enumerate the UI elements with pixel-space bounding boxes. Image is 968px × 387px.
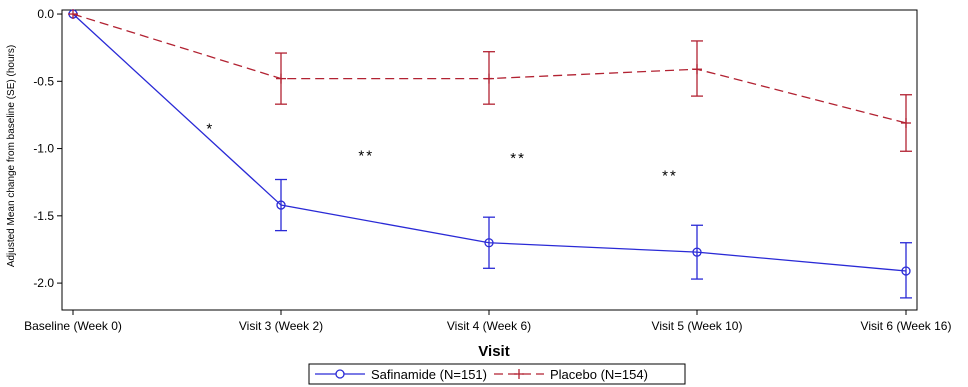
- legend-marker: [335, 369, 345, 379]
- data-point: [901, 118, 911, 129]
- x-tick-label: Visit 6 (Week 16): [861, 319, 952, 333]
- x-tick-label: Visit 4 (Week 6): [447, 319, 531, 333]
- data-point: [484, 73, 494, 84]
- significance-marker: **: [662, 167, 678, 184]
- legend-item: Safinamide (N=151): [315, 367, 487, 382]
- significance-marker: **: [510, 150, 526, 167]
- x-tick-label: Visit 5 (Week 10): [652, 319, 743, 333]
- y-tick-label: -2.0: [33, 276, 54, 290]
- data-point: [276, 200, 286, 210]
- series-safinamide: [68, 9, 912, 299]
- legend-label: Safinamide (N=151): [371, 367, 487, 382]
- data-point: [484, 238, 494, 248]
- significance-marker: *: [206, 120, 214, 137]
- significance-marker: **: [358, 147, 374, 164]
- y-tick-label: -1.5: [33, 209, 54, 223]
- y-tick-label: -1.0: [33, 142, 54, 156]
- data-point: [68, 9, 78, 20]
- legend-label: Placebo (N=154): [550, 367, 648, 382]
- data-point: [692, 64, 702, 75]
- x-axis-title: Visit: [478, 343, 509, 360]
- y-tick-label: 0.0: [37, 7, 54, 21]
- series-placebo: [68, 9, 912, 152]
- data-point: [692, 247, 702, 257]
- legend-item: Placebo (N=154): [494, 367, 648, 382]
- data-point: [901, 266, 911, 276]
- data-point: [276, 73, 286, 84]
- x-tick-label: Visit 3 (Week 2): [239, 319, 323, 333]
- y-tick-label: -0.5: [33, 74, 54, 88]
- y-axis-title: Adjusted Mean change from baseline (SE) …: [6, 45, 17, 267]
- legend: Safinamide (N=151) Placebo (N=154): [308, 363, 686, 385]
- x-tick-label: Baseline (Week 0): [24, 319, 122, 333]
